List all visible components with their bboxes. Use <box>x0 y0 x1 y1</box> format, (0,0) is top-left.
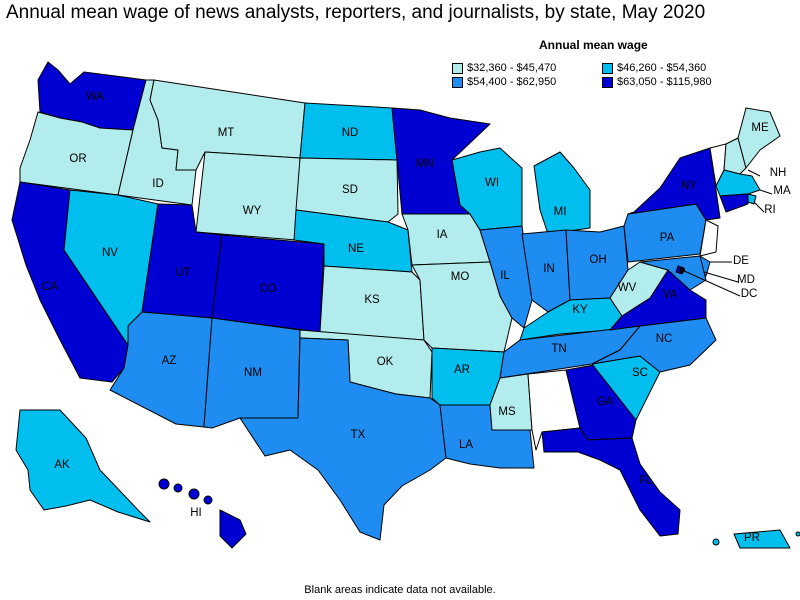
state-ak <box>15 409 151 523</box>
legend-swatch <box>602 62 613 74</box>
legend-label: $32,360 - $45,470 <box>467 62 557 74</box>
state-label-mo: MO <box>451 271 470 283</box>
state-label-wv: WV <box>618 282 637 294</box>
state-label-ut: UT <box>175 267 190 279</box>
state-label-or: OR <box>69 153 86 165</box>
legend-label: $54,400 - $62,950 <box>467 76 557 88</box>
state-label-tn: TN <box>551 343 566 355</box>
state-sd <box>295 157 399 223</box>
state-ct <box>719 193 749 213</box>
state-label-in: IN <box>543 263 555 275</box>
state-label-ks: KS <box>364 294 380 306</box>
state-me <box>737 107 781 169</box>
state-label-nm: NM <box>244 367 262 379</box>
state-label-mt: MT <box>218 127 235 139</box>
state-ma <box>715 169 761 197</box>
state-label-sc: SC <box>632 367 648 379</box>
state-label-il: IL <box>500 270 510 282</box>
legend-swatch <box>452 76 463 88</box>
state-label-md: MD <box>737 274 755 286</box>
state-nj <box>699 219 719 257</box>
state-label-mn: MN <box>416 158 434 170</box>
state-fl <box>541 427 681 537</box>
legend-swatch <box>602 76 613 88</box>
state-label-ca: CA <box>42 281 58 293</box>
state-label-ga: GA <box>597 396 614 408</box>
state-label-me: ME <box>751 122 769 134</box>
state-label-wy: WY <box>243 205 262 217</box>
state-label-pa: PA <box>660 232 675 244</box>
label-leader-line <box>753 201 765 213</box>
legend-item-1: $32,360 - $45,470 <box>452 62 602 74</box>
state-label-az: AZ <box>162 355 177 367</box>
legend-label: $46,260 - $54,360 <box>617 62 707 74</box>
legend-item-2: $46,260 - $54,360 <box>602 62 752 74</box>
state-label-va: VA <box>663 289 678 301</box>
state-hi-islet <box>158 478 170 490</box>
state-label-ms: MS <box>498 406 516 418</box>
state-hi-islet <box>173 483 183 493</box>
state-tx <box>239 337 447 541</box>
state-pr-islet <box>712 538 720 546</box>
state-hi-islet <box>203 495 213 505</box>
state-wy <box>195 151 301 241</box>
state-label-ri: RI <box>764 204 776 216</box>
label-leader-line <box>747 169 761 177</box>
state-label-co: CO <box>259 283 276 295</box>
state-label-nh: NH <box>770 167 787 179</box>
map-title: Annual mean wage of news analysts, repor… <box>6 2 706 23</box>
footnote: Blank areas indicate data not available. <box>304 584 496 596</box>
state-nh <box>723 137 747 175</box>
state-hi <box>219 509 247 549</box>
state-label-de: DE <box>733 255 749 267</box>
state-label-ma: MA <box>773 185 791 197</box>
state-label-ok: OK <box>377 356 394 368</box>
state-mi <box>533 151 591 235</box>
state-label-oh: OH <box>589 254 606 266</box>
state-label-ak: AK <box>54 459 70 471</box>
legend: Annual mean wage $32,360 - $45,470 $46,2… <box>452 38 752 88</box>
state-nc <box>591 317 717 373</box>
label-leader-line <box>703 271 739 283</box>
state-label-nv: NV <box>102 247 118 259</box>
legend-label: $63,050 - $115,980 <box>617 76 712 88</box>
state-label-ne: NE <box>348 243 364 255</box>
label-leader-line <box>759 189 773 195</box>
state-label-ky: KY <box>572 304 588 316</box>
state-md <box>639 255 707 291</box>
legend-item-4: $63,050 - $115,980 <box>602 76 752 88</box>
state-label-pr: PR <box>744 532 760 544</box>
state-label-ar: AR <box>454 364 470 376</box>
state-label-tx: TX <box>351 429 366 441</box>
state-label-mi: MI <box>554 206 567 218</box>
state-label-wa: WA <box>86 91 104 103</box>
state-label-dc: DC <box>741 288 758 300</box>
state-label-wi: WI <box>485 177 499 189</box>
state-pr-islet <box>795 531 800 537</box>
state-label-fl: FL <box>639 475 653 487</box>
state-label-nc: NC <box>656 333 673 345</box>
state-label-sd: SD <box>342 184 358 196</box>
state-label-hi: HI <box>190 507 202 519</box>
legend-swatch <box>452 62 463 74</box>
state-label-ia: IA <box>437 229 448 241</box>
state-label-nd: ND <box>342 127 359 139</box>
state-hi-islet <box>188 488 200 500</box>
state-label-id: ID <box>152 178 164 190</box>
legend-item-3: $54,400 - $62,950 <box>452 76 602 88</box>
state-label-la: LA <box>459 439 473 451</box>
state-ny <box>627 147 721 221</box>
label-leader-line <box>681 269 741 297</box>
legend-title: Annual mean wage <box>539 38 648 52</box>
state-pr <box>733 529 791 549</box>
state-label-ny: NY <box>681 180 697 192</box>
